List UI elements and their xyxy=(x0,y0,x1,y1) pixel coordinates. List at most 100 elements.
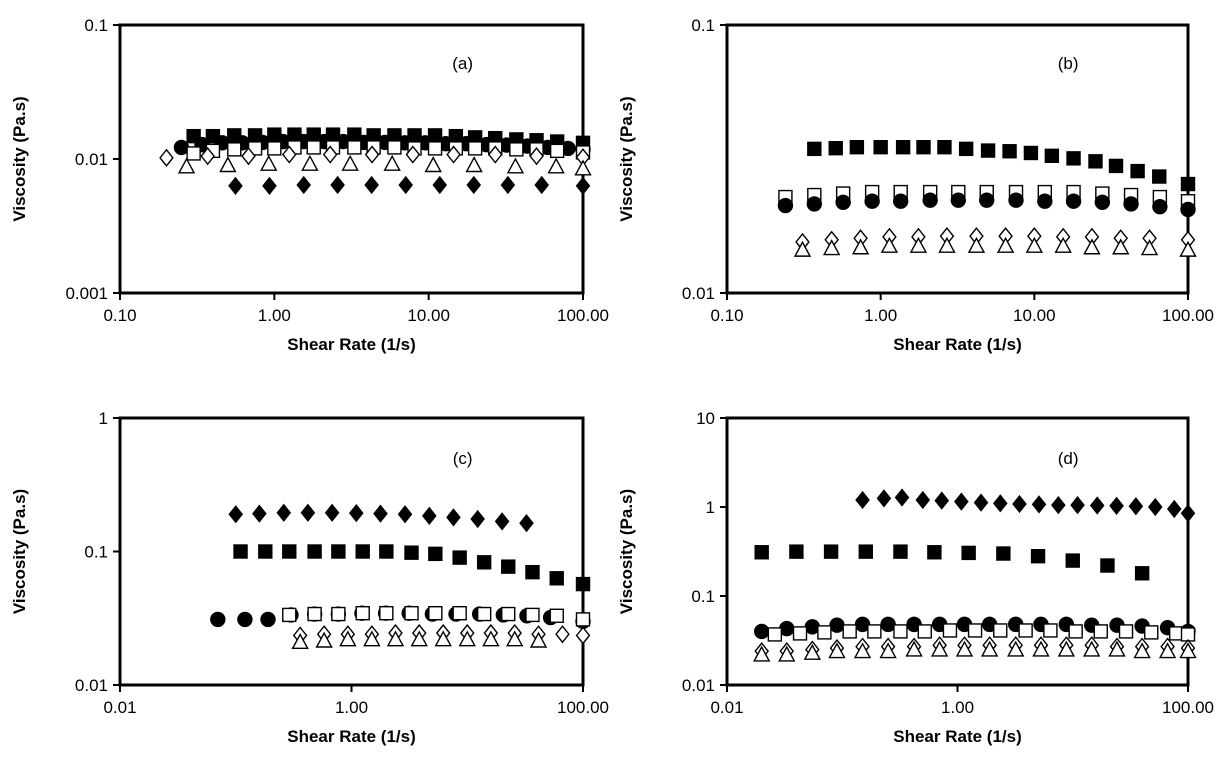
data-series xyxy=(177,154,592,176)
data-point xyxy=(446,145,461,164)
data-point xyxy=(1179,642,1197,659)
data-point xyxy=(276,503,292,522)
data-point xyxy=(873,139,888,155)
data-point xyxy=(823,544,839,559)
panel-label: (d) xyxy=(1058,449,1079,468)
data-point xyxy=(967,236,986,253)
data-point xyxy=(227,142,242,157)
x-tick-label: 0.01 xyxy=(710,698,743,717)
data-point xyxy=(177,157,196,174)
data-point xyxy=(806,196,823,212)
data-series xyxy=(753,640,1197,662)
data-point xyxy=(927,545,942,560)
x-tick-label: 1.00 xyxy=(335,698,368,717)
data-point xyxy=(404,606,419,621)
data-point xyxy=(525,564,540,580)
data-point xyxy=(458,630,476,647)
x-tick-label: 0.10 xyxy=(103,306,136,325)
data-point xyxy=(501,559,516,574)
data-point xyxy=(1158,642,1177,659)
data-point xyxy=(817,625,832,640)
data-point xyxy=(954,492,969,511)
data-point xyxy=(858,544,873,559)
y-axis-label: Viscosity (Pa.s) xyxy=(617,489,636,614)
data-point xyxy=(421,506,437,525)
data-point xyxy=(1008,192,1024,208)
data-point xyxy=(575,176,591,196)
data-point xyxy=(428,606,443,621)
data-series xyxy=(228,175,591,196)
data-point xyxy=(387,140,402,155)
data-point xyxy=(1089,496,1105,515)
data-point xyxy=(793,240,812,257)
data-point xyxy=(1044,148,1060,164)
data-point xyxy=(803,643,822,660)
data-point xyxy=(267,141,282,156)
x-tick-label: 10.00 xyxy=(407,306,450,325)
data-point xyxy=(315,631,333,648)
data-point xyxy=(958,141,974,157)
data-series xyxy=(795,227,1196,252)
data-point xyxy=(410,630,428,647)
y-axis-label: Viscosity (Pa.s) xyxy=(617,96,636,221)
data-point xyxy=(915,490,931,510)
data-point xyxy=(1134,566,1150,581)
data-point xyxy=(1166,499,1182,519)
data-point xyxy=(955,640,974,657)
data-point xyxy=(992,494,1008,513)
data-point xyxy=(339,630,357,647)
data-point xyxy=(434,630,452,647)
data-point xyxy=(506,157,525,174)
x-tick-label: 0.10 xyxy=(710,306,743,325)
data-point xyxy=(476,606,492,622)
data-point xyxy=(1018,623,1033,638)
data-point xyxy=(1043,623,1058,638)
data-point xyxy=(1065,193,1082,209)
data-point xyxy=(1032,640,1050,657)
panel-label: (b) xyxy=(1058,54,1079,73)
panel-label: (a) xyxy=(452,54,473,73)
data-point xyxy=(1152,169,1167,184)
x-tick-label: 100.00 xyxy=(1162,306,1214,325)
data-point xyxy=(754,545,769,560)
data-series xyxy=(159,145,591,167)
data-series xyxy=(228,503,534,533)
data-point xyxy=(386,630,405,647)
data-point xyxy=(996,236,1015,253)
panels: 0.10 1.00 10.00 100.00 0.001 0.01 0.1 Shear Rat… xyxy=(10,16,1214,746)
data-point xyxy=(942,623,958,638)
data-point xyxy=(996,546,1011,561)
data-point xyxy=(363,630,381,647)
data-point xyxy=(807,141,822,157)
data-point xyxy=(867,624,882,639)
data-point xyxy=(961,545,976,561)
data-point xyxy=(159,148,174,167)
data-point xyxy=(200,147,215,166)
data-point xyxy=(282,544,297,559)
data-point xyxy=(1031,495,1047,514)
data-point xyxy=(1068,624,1083,639)
data-point xyxy=(876,489,892,508)
data-point xyxy=(534,175,549,195)
data-point xyxy=(916,139,931,155)
y-tick-label: 0.1 xyxy=(691,16,715,35)
data-point xyxy=(452,606,467,621)
data-point xyxy=(427,141,443,156)
data-point xyxy=(1128,497,1144,516)
data-point xyxy=(855,490,870,510)
data-point xyxy=(219,156,237,173)
data-point xyxy=(446,508,461,527)
y-axis-label: Viscosity (Pa.s) xyxy=(10,489,29,614)
data-point xyxy=(364,175,379,195)
data-point xyxy=(296,175,312,195)
data-point xyxy=(1147,497,1163,517)
data-point xyxy=(829,617,845,633)
data-point xyxy=(1108,640,1126,657)
plot-frame xyxy=(725,23,1190,295)
data-series xyxy=(186,127,591,151)
data-point xyxy=(331,606,346,622)
data-point xyxy=(452,550,467,565)
data-point xyxy=(1030,549,1046,564)
data-point xyxy=(509,142,524,157)
